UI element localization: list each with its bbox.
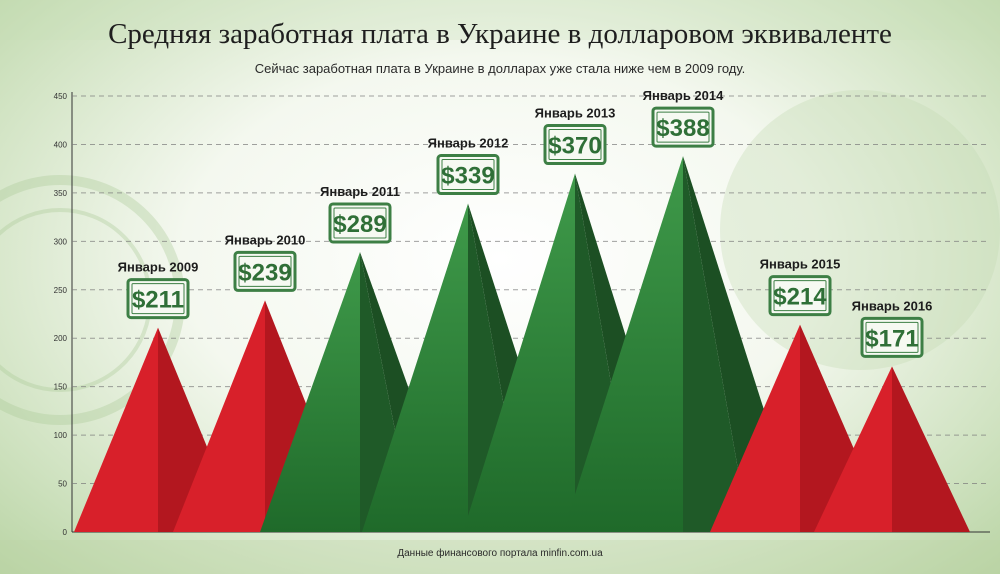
category-label: Январь 2013 xyxy=(535,106,616,121)
value-label: $289 xyxy=(333,211,386,238)
peak-face-dark xyxy=(892,366,970,532)
peak-label-4: Январь 2012 $339 xyxy=(428,136,509,196)
value-badge-inner xyxy=(333,207,387,239)
value-badge-inner xyxy=(865,321,919,353)
value-label: $211 xyxy=(132,287,184,314)
value-badge xyxy=(768,275,832,317)
y-tick-label: 100 xyxy=(54,431,68,440)
value-badge-inner xyxy=(441,159,495,191)
chart-title: Средняя заработная плата в Украине в дол… xyxy=(108,18,892,50)
peak-label-6: Январь 2014 $388 xyxy=(643,88,724,148)
peak-face-light xyxy=(260,251,360,533)
y-tick-label: 250 xyxy=(54,286,68,295)
value-badge-inner xyxy=(548,129,602,161)
chart-subtitle: Сейчас заработная плата в Украине в долл… xyxy=(254,61,746,76)
value-label: $214 xyxy=(773,284,827,311)
value-badge xyxy=(543,124,607,166)
peak-face-light xyxy=(362,203,468,532)
peak-label-7: Январь 2015 $214 xyxy=(760,257,841,317)
peak-face-light xyxy=(173,300,265,532)
y-tick-label: 350 xyxy=(54,189,68,198)
peak-face-light xyxy=(563,156,683,532)
value-badge-inner xyxy=(131,283,185,315)
category-label: Январь 2011 xyxy=(320,184,400,199)
peak-face-light xyxy=(74,327,158,532)
category-label: Январь 2016 xyxy=(852,298,933,313)
peak-label-2: Январь 2010 $239 xyxy=(225,232,306,292)
source-note: Данные финансового портала minfin.com.ua xyxy=(397,548,603,559)
y-tick-label: 150 xyxy=(54,383,68,392)
value-badge-inner xyxy=(238,255,292,287)
value-badge-inner xyxy=(773,280,827,312)
peak-label-1: Январь 2009 $211 xyxy=(118,260,199,320)
peak-face-dark xyxy=(800,324,890,532)
value-badge xyxy=(328,202,392,244)
y-tick-label: 50 xyxy=(58,480,67,489)
category-label: Январь 2012 xyxy=(428,136,509,151)
value-label: $239 xyxy=(238,259,291,286)
y-tick-label: 200 xyxy=(54,334,68,343)
peak-face-shadow xyxy=(468,203,574,532)
value-badge xyxy=(233,250,297,292)
y-tick-label: 300 xyxy=(54,237,68,246)
peak-face-shadow xyxy=(683,156,803,532)
y-tick-label: 0 xyxy=(63,528,68,537)
category-label: Январь 2014 xyxy=(643,88,724,103)
value-label: $339 xyxy=(441,163,494,190)
peak-face-light xyxy=(710,324,800,532)
value-badge xyxy=(436,154,500,196)
value-label: $370 xyxy=(548,133,601,160)
peak-7 xyxy=(710,324,890,532)
peak-label-8: Январь 2016 $171 xyxy=(852,298,933,358)
peaks-layer xyxy=(74,156,970,533)
value-badge xyxy=(651,106,715,148)
peak-6 xyxy=(563,156,803,532)
peak-label-3: Январь 2011 $289 xyxy=(320,184,400,244)
value-label: $388 xyxy=(656,115,709,142)
y-tick-label: 400 xyxy=(54,140,68,149)
category-label: Январь 2015 xyxy=(760,257,841,272)
peak-label-5: Январь 2013 $370 xyxy=(535,106,616,166)
value-badge xyxy=(860,316,924,358)
value-label: $171 xyxy=(865,325,918,352)
y-tick-label: 450 xyxy=(54,92,68,101)
value-badge xyxy=(126,278,190,320)
value-badge-inner xyxy=(656,111,710,143)
peak-face-light xyxy=(463,173,575,532)
peak-8 xyxy=(814,366,970,532)
category-label: Январь 2009 xyxy=(118,260,199,275)
peak-face-light xyxy=(814,366,892,532)
category-label: Январь 2010 xyxy=(225,232,306,247)
